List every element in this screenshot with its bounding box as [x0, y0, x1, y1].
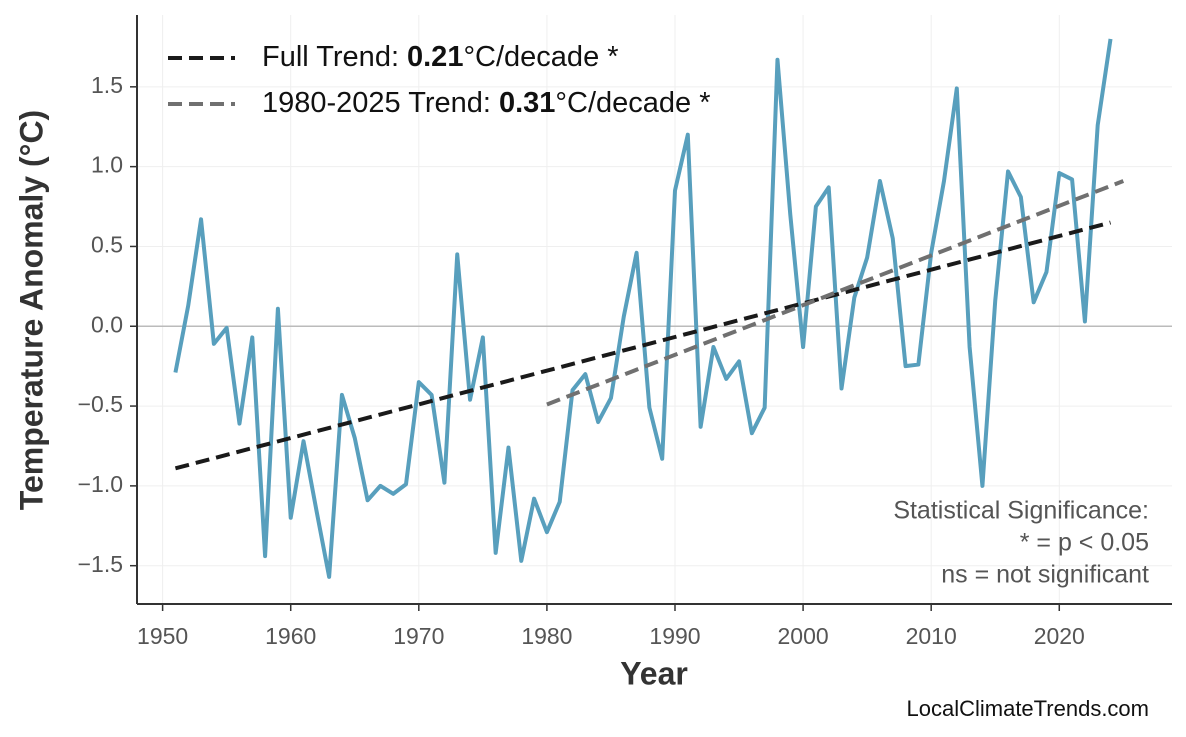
- y-tick-label: −1.5: [78, 551, 123, 577]
- legend-unit: °C/decade *: [555, 87, 710, 119]
- data-line: [173, 38, 1113, 579]
- legend-label: Full Trend: 0.21°C/decade *: [262, 41, 619, 73]
- legend-slope: 0.31: [499, 87, 555, 119]
- x-tick-label: 1970: [393, 623, 444, 649]
- y-tick-label: 1.0: [91, 152, 123, 178]
- significance-note: ns = not significant: [941, 561, 1149, 589]
- x-tick-label: 2010: [906, 623, 957, 649]
- y-axis-title: Temperature Anomaly (°C): [13, 110, 49, 510]
- x-axis-title: Year: [620, 655, 688, 691]
- x-tick-label: 1980: [521, 623, 572, 649]
- legend-name: Full Trend:: [262, 41, 399, 73]
- y-tick-label: 0.5: [91, 232, 123, 258]
- x-tick-label: 1960: [265, 623, 316, 649]
- source-label: LocalClimateTrends.com: [907, 696, 1150, 721]
- y-tick-label: 1.5: [91, 72, 123, 98]
- x-tick-label: 2020: [1034, 623, 1085, 649]
- significance-note: Statistical Significance:: [893, 497, 1149, 525]
- x-tick-label: 1990: [649, 623, 700, 649]
- legend-label: 1980-2025 Trend: 0.31°C/decade *: [262, 87, 711, 119]
- y-tick-label: 0.0: [91, 311, 123, 337]
- legend-unit: °C/decade *: [463, 41, 618, 73]
- significance-note: * = p < 0.05: [1020, 529, 1149, 557]
- x-tick-label: 2000: [778, 623, 829, 649]
- y-tick-label: −0.5: [78, 391, 123, 417]
- x-tick-label: 1950: [137, 623, 188, 649]
- legend-name: 1980-2025 Trend:: [262, 87, 491, 119]
- y-tick-label: −1.0: [78, 471, 123, 497]
- trend-line: [546, 179, 1125, 407]
- legend-slope: 0.21: [407, 41, 463, 73]
- trend-line: [174, 220, 1112, 471]
